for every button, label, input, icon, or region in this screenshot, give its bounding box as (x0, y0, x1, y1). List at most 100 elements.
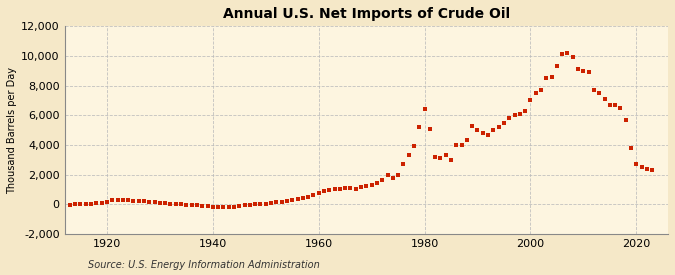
Point (414, 125, 425, 129)
Point (641, 166, 652, 171)
Point (250, 202, 261, 207)
Point (287, 198, 298, 202)
Point (176, 202, 186, 207)
Point (345, 185, 356, 190)
Point (128, 198, 139, 203)
Point (599, 97, 610, 101)
Point (483, 132, 493, 137)
Point (244, 203, 255, 207)
Point (65, 202, 76, 207)
Point (155, 200, 165, 205)
Point (446, 158, 456, 162)
Point (170, 202, 181, 206)
Point (112, 198, 123, 202)
Point (271, 200, 281, 205)
Point (504, 116, 514, 120)
Point (387, 176, 398, 180)
Point (425, 126, 435, 131)
Point (97, 201, 107, 205)
Point (562, 51, 573, 55)
Point (197, 204, 208, 208)
Point (509, 113, 520, 117)
Point (80, 202, 91, 206)
Point (514, 112, 525, 116)
Point (107, 198, 117, 202)
Point (149, 200, 160, 204)
Point (435, 156, 446, 161)
Point (377, 178, 387, 182)
Point (266, 201, 277, 205)
Point (292, 197, 303, 201)
Point (382, 173, 393, 178)
Point (456, 143, 467, 147)
Point (350, 186, 361, 191)
Point (520, 109, 531, 113)
Point (356, 185, 367, 189)
Point (123, 198, 134, 202)
Point (525, 98, 536, 103)
Point (604, 103, 615, 107)
Title: Annual U.S. Net Imports of Crude Oil: Annual U.S. Net Imports of Crude Oil (223, 7, 510, 21)
Point (531, 91, 541, 95)
Point (281, 199, 292, 204)
Point (313, 191, 324, 195)
Point (91, 201, 102, 206)
Point (133, 199, 144, 203)
Point (403, 153, 414, 158)
Point (144, 200, 155, 204)
Point (319, 189, 329, 194)
Point (367, 183, 377, 187)
Point (472, 128, 483, 132)
Point (223, 205, 234, 209)
Point (462, 138, 472, 143)
Point (615, 106, 626, 110)
Point (302, 194, 313, 199)
Point (138, 199, 149, 204)
Point (329, 187, 340, 191)
Point (499, 120, 510, 125)
Point (361, 184, 372, 189)
Point (324, 188, 335, 192)
Point (535, 88, 546, 92)
Point (371, 181, 382, 185)
Point (101, 199, 112, 204)
Point (202, 204, 213, 208)
Point (572, 67, 583, 72)
Point (647, 168, 657, 172)
Point (419, 107, 430, 112)
Point (488, 128, 499, 132)
Point (477, 131, 488, 135)
Point (440, 153, 451, 158)
Point (578, 68, 589, 73)
Point (207, 204, 218, 209)
Point (117, 198, 128, 202)
Point (546, 75, 557, 79)
Point (308, 193, 319, 197)
Point (165, 201, 176, 206)
Point (261, 201, 271, 206)
Y-axis label: Thousand Barrels per Day: Thousand Barrels per Day (7, 67, 17, 194)
Point (589, 88, 599, 92)
Point (186, 203, 197, 207)
Text: Source: U.S. Energy Information Administration: Source: U.S. Energy Information Administ… (88, 260, 319, 270)
Point (408, 144, 419, 148)
Point (218, 205, 229, 210)
Point (213, 205, 223, 209)
Point (620, 117, 631, 122)
Point (229, 204, 240, 209)
Point (637, 165, 647, 169)
Point (631, 162, 642, 166)
Point (181, 202, 192, 207)
Point (626, 146, 637, 150)
Point (298, 196, 308, 200)
Point (393, 172, 404, 177)
Point (467, 123, 478, 128)
Point (192, 203, 202, 208)
Point (75, 202, 86, 206)
Point (493, 125, 504, 129)
Point (568, 55, 578, 60)
Point (70, 202, 80, 207)
Point (160, 201, 171, 205)
Point (86, 201, 97, 206)
Point (340, 186, 350, 190)
